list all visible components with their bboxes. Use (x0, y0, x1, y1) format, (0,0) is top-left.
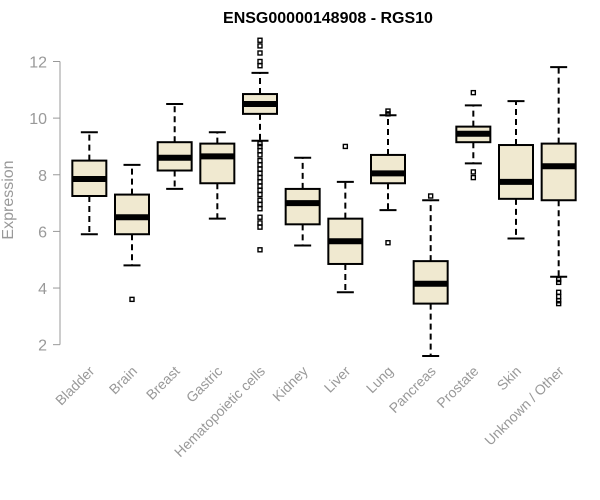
outlier-point (427, 193, 434, 199)
box-group (498, 100, 534, 240)
outlier-point (555, 289, 562, 295)
y-axis: 2 4 6 8 10 12 (29, 54, 61, 355)
outlier-point (555, 279, 562, 286)
box-group (71, 131, 108, 236)
outlier-point (257, 206, 263, 212)
x-category-label: Skin (494, 363, 525, 394)
outlier-point (555, 298, 562, 304)
box-group (199, 131, 236, 220)
box (199, 142, 236, 185)
outlier-point (257, 162, 263, 168)
box (498, 144, 534, 200)
box-group (327, 143, 364, 294)
box (284, 187, 321, 226)
outlier-point (257, 143, 263, 150)
outlier-point (470, 169, 477, 175)
box-group (455, 89, 492, 181)
outlier-point (342, 143, 349, 150)
outlier-point (257, 187, 263, 194)
outlier-point (257, 220, 263, 226)
box-group (370, 108, 406, 246)
box-group (242, 37, 278, 253)
y-tick-label: 12 (29, 54, 47, 71)
y-tick-label: 4 (38, 281, 47, 298)
outlier-point (385, 108, 391, 114)
box-group (114, 163, 150, 303)
x-category-label: Unknown / Other (481, 363, 567, 449)
outlier-point (257, 214, 263, 220)
outlier-point (257, 183, 263, 189)
y-tick-label: 2 (38, 338, 47, 355)
outlier-point (257, 50, 263, 56)
outlier-point (385, 240, 391, 246)
x-category-label: Lung (363, 363, 396, 396)
y-tick-label: 8 (38, 168, 47, 185)
outlier-point (385, 111, 391, 117)
outlier-point (555, 293, 562, 300)
outlier-point (257, 179, 263, 185)
box-group (156, 102, 193, 190)
x-category-label: Bladder (52, 363, 98, 409)
x-category-label: Liver (321, 363, 354, 396)
chart-title: ENSG00000148908 - RGS10 (223, 10, 433, 27)
outlier-point (257, 58, 263, 65)
outlier-point (257, 147, 263, 154)
box (370, 153, 406, 185)
box (540, 142, 577, 202)
outlier-point (555, 276, 562, 283)
x-category-label: Pancreas (386, 363, 439, 416)
y-tick-label: 10 (29, 111, 47, 128)
outlier-point (257, 152, 263, 158)
x-category-label: Kidney (269, 363, 311, 405)
x-category-label: Breast (143, 363, 183, 403)
outlier-point (470, 89, 477, 96)
outlier-point (470, 174, 477, 181)
plot-area (71, 37, 577, 357)
outlier-point (257, 63, 263, 69)
box-group (284, 156, 321, 247)
box-group (412, 193, 449, 357)
outlier-point (555, 300, 562, 307)
outlier-point (257, 174, 263, 181)
outlier-point (129, 296, 135, 303)
outlier-point (257, 157, 263, 164)
outlier-point (257, 191, 263, 198)
outlier-point (257, 201, 263, 208)
x-category-label: Prostate (433, 363, 481, 411)
outlier-point (257, 170, 263, 177)
x-category-label: Brain (106, 363, 140, 397)
outlier-point (257, 247, 263, 253)
y-axis-label: Expression (0, 160, 17, 239)
box-group (540, 66, 577, 307)
outlier-point (257, 43, 263, 49)
outlier-point (257, 37, 263, 43)
outlier-point (257, 197, 263, 203)
x-category-label: Gastric (183, 363, 226, 406)
y-tick-label: 6 (38, 224, 47, 241)
outlier-point (257, 140, 263, 147)
outlier-point (257, 224, 263, 230)
outlier-point (257, 166, 263, 172)
